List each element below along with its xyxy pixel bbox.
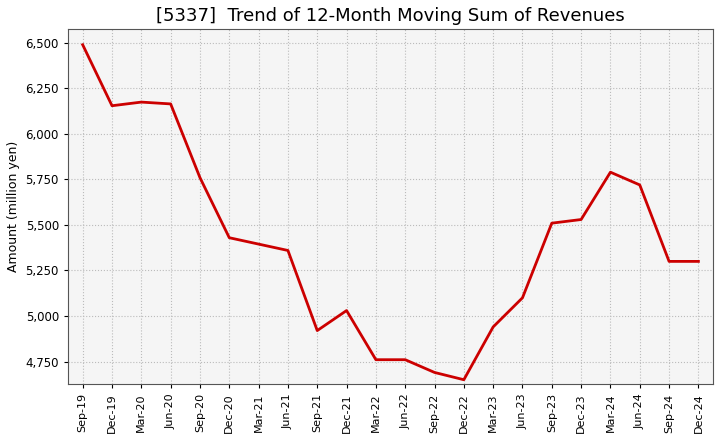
Title: [5337]  Trend of 12-Month Moving Sum of Revenues: [5337] Trend of 12-Month Moving Sum of R… bbox=[156, 7, 625, 25]
Y-axis label: Amount (million yen): Amount (million yen) bbox=[7, 141, 20, 272]
